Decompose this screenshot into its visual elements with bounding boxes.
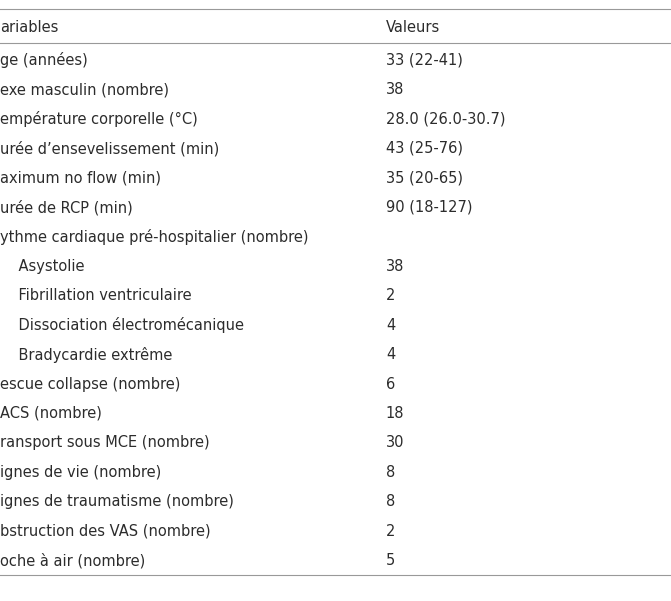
Text: 2: 2 (386, 288, 395, 303)
Text: 5: 5 (386, 554, 395, 568)
Text: Fibrillation ventriculaire: Fibrillation ventriculaire (0, 288, 192, 303)
Text: escue collapse (nombre): escue collapse (nombre) (0, 377, 180, 391)
Text: 43 (25-76): 43 (25-76) (386, 141, 463, 156)
Text: ge (années): ge (années) (0, 52, 88, 68)
Text: 90 (18-127): 90 (18-127) (386, 200, 472, 215)
Text: oche à air (nombre): oche à air (nombre) (0, 553, 145, 569)
Text: Asystolie: Asystolie (0, 259, 85, 273)
Text: 38: 38 (386, 259, 404, 273)
Text: ythme cardiaque pré-hospitalier (nombre): ythme cardiaque pré-hospitalier (nombre) (0, 229, 309, 245)
Text: empérature corporelle (°C): empérature corporelle (°C) (0, 111, 198, 127)
Text: 4: 4 (386, 318, 395, 332)
Text: 38: 38 (386, 82, 404, 97)
Text: ariables: ariables (0, 20, 58, 34)
Text: Valeurs: Valeurs (386, 20, 440, 34)
Text: ransport sous MCE (nombre): ransport sous MCE (nombre) (0, 436, 209, 450)
Text: 6: 6 (386, 377, 395, 391)
Text: 30: 30 (386, 436, 405, 450)
Text: Dissociation électromécanique: Dissociation électromécanique (0, 317, 244, 333)
Text: ignes de traumatisme (nombre): ignes de traumatisme (nombre) (0, 495, 234, 509)
Text: 28.0 (26.0-30.7): 28.0 (26.0-30.7) (386, 112, 505, 126)
Text: ACS (nombre): ACS (nombre) (0, 406, 102, 421)
Text: exe masculin (nombre): exe masculin (nombre) (0, 82, 169, 97)
Text: aximum no flow (min): aximum no flow (min) (0, 171, 161, 185)
Text: urée d’ensevelissement (min): urée d’ensevelissement (min) (0, 141, 219, 156)
Text: 4: 4 (386, 347, 395, 362)
Text: 2: 2 (386, 524, 395, 538)
Text: 18: 18 (386, 406, 405, 421)
Text: 33 (22-41): 33 (22-41) (386, 53, 463, 67)
Text: urée de RCP (min): urée de RCP (min) (0, 200, 133, 215)
Text: 35 (20-65): 35 (20-65) (386, 171, 463, 185)
Text: ignes de vie (nombre): ignes de vie (nombre) (0, 465, 161, 480)
Text: 8: 8 (386, 465, 395, 480)
Text: 8: 8 (386, 495, 395, 509)
Text: bstruction des VAS (nombre): bstruction des VAS (nombre) (0, 524, 211, 538)
Text: Bradycardie extrême: Bradycardie extrême (0, 347, 172, 362)
